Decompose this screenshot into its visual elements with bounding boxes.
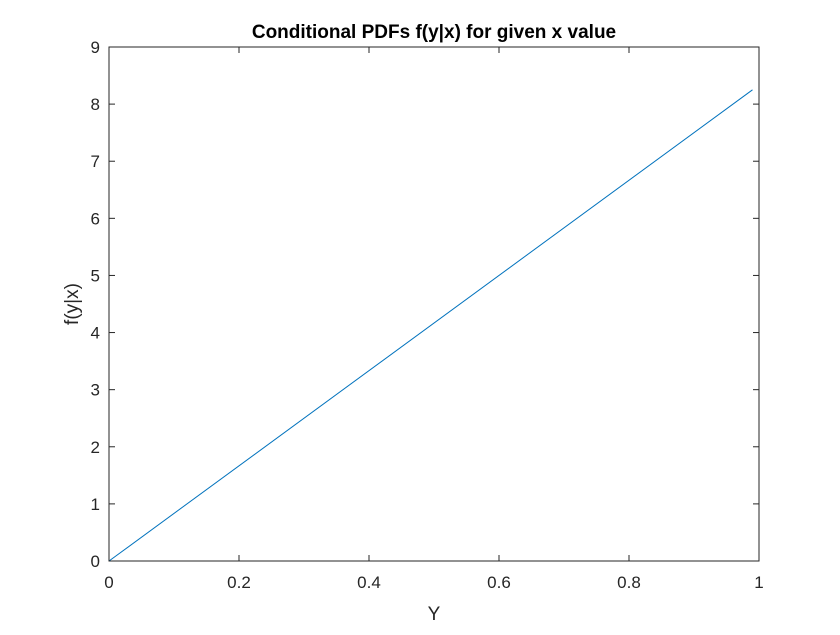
plot-area (109, 47, 759, 561)
x-axis-label: Y (428, 604, 441, 625)
axes-box (108, 46, 760, 562)
y-tick-label: 5 (91, 266, 100, 285)
x-tick-label: 0.8 (617, 573, 641, 592)
y-tick-label: 7 (91, 152, 100, 171)
x-tick-label: 0.6 (487, 573, 511, 592)
chart-title: Conditional PDFs f(y|x) for given x valu… (252, 22, 616, 43)
series-layer (108, 89, 753, 562)
y-tick-label: 4 (91, 324, 100, 343)
y-tick-label: 2 (91, 438, 100, 457)
x-tick-label: 0 (104, 573, 113, 592)
x-axis-ticks: 0 0.2 0.4 0.6 0.8 1 (104, 47, 764, 592)
y-tick-label: 0 (91, 552, 100, 571)
y-axis-label: f(y|x) (62, 283, 83, 325)
x-tick-label: 0.2 (227, 573, 251, 592)
y-axis-ticks: 0 1 2 3 4 5 6 7 8 9 (91, 38, 759, 571)
y-tick-label: 8 (91, 95, 100, 114)
y-tick-label: 1 (91, 495, 100, 514)
x-tick-label: 0.4 (357, 573, 381, 592)
x-tick-label: 1 (754, 573, 763, 592)
y-tick-label: 9 (91, 38, 100, 57)
y-tick-label: 3 (91, 381, 100, 400)
y-tick-label: 6 (91, 209, 100, 228)
series-line (108, 89, 753, 562)
